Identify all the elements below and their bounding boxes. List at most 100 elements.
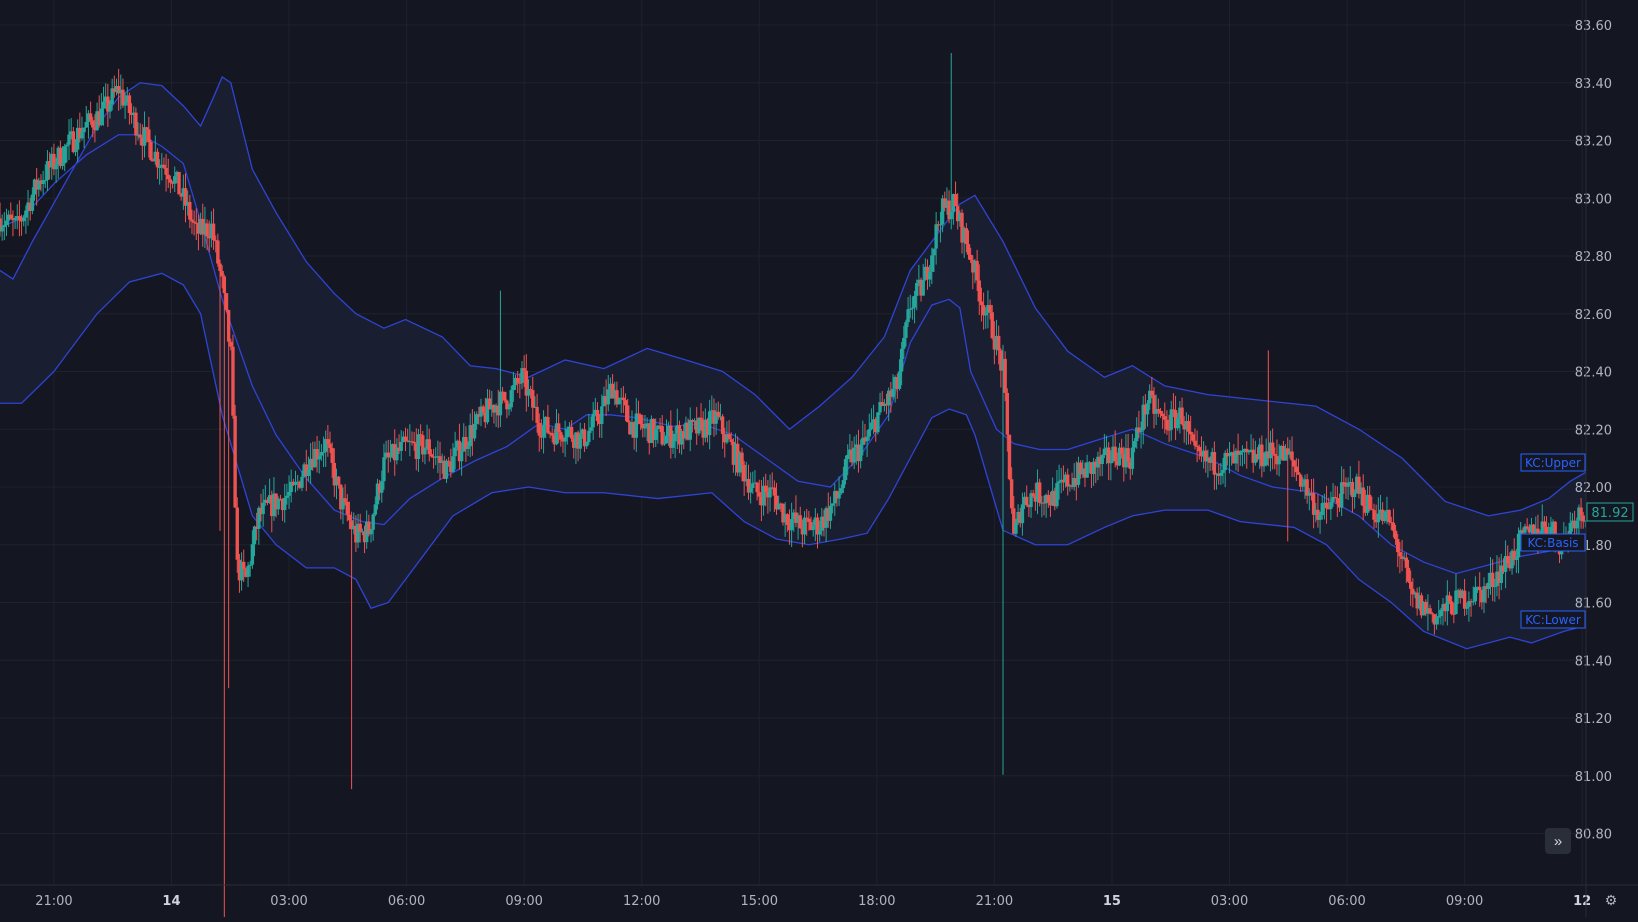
candle-body (649, 418, 654, 443)
candle-body (981, 305, 986, 316)
candle-body (908, 308, 912, 310)
candle-body (352, 525, 356, 530)
candle-body (1428, 608, 1432, 614)
candle-body (1523, 526, 1527, 533)
candle-body (121, 89, 125, 106)
candle-body (1424, 601, 1428, 614)
candle-body (1044, 494, 1048, 504)
candle-body (1441, 604, 1445, 610)
candle-body (1408, 581, 1413, 589)
candle-body (1350, 482, 1355, 497)
candle-body (1275, 455, 1279, 465)
candle-body (671, 441, 675, 448)
y-tick-label: 83.60 (1575, 19, 1612, 34)
candle-body (572, 438, 576, 448)
candle-body (1234, 450, 1238, 464)
candle-body (809, 522, 813, 530)
candle-body (1484, 586, 1488, 590)
candle-body (390, 444, 395, 457)
candle-body (774, 495, 779, 510)
candle-body (1262, 465, 1266, 467)
candle-body (1396, 539, 1400, 553)
candle-body (1091, 461, 1096, 474)
candle-body (602, 396, 606, 407)
candle-body (382, 457, 386, 482)
candle-body (399, 441, 403, 451)
candle-body (552, 435, 557, 445)
candle-body (326, 439, 330, 444)
candle-body (384, 452, 388, 458)
candle-body (37, 180, 41, 190)
candle-body (673, 433, 677, 442)
candle-body (1001, 358, 1005, 371)
candle-body (738, 452, 742, 473)
candle-body (962, 228, 966, 243)
candle-body (1575, 520, 1579, 529)
candle-body (201, 218, 205, 235)
candle-body (843, 459, 848, 481)
candle-body (1458, 590, 1462, 599)
candle-body (1314, 509, 1318, 515)
candle-body (932, 248, 936, 256)
candle-body (1391, 522, 1396, 531)
candle-body (1158, 410, 1163, 414)
candle-body (34, 179, 39, 190)
candle-body (369, 529, 373, 535)
candle-body (1475, 586, 1480, 588)
candle-body (1217, 473, 1221, 476)
scroll-to-realtime-button[interactable]: » (1545, 828, 1571, 854)
candle-body (1460, 590, 1465, 599)
candle-body (442, 460, 447, 479)
candle-body (170, 182, 175, 184)
candle-body (597, 421, 602, 424)
candle-body (822, 516, 826, 528)
candle-body (1154, 409, 1158, 414)
candle-body (861, 437, 865, 445)
candle-body (1525, 526, 1529, 529)
candle-body (779, 503, 783, 505)
candle-body (688, 420, 692, 440)
candle-body (401, 436, 406, 442)
candle-body (714, 411, 718, 424)
candle-body (436, 456, 440, 458)
candle-body (1478, 586, 1482, 591)
candle-body (1447, 595, 1452, 602)
candle-body (1225, 453, 1230, 457)
candle-body (1296, 472, 1301, 475)
candle-body (1102, 448, 1107, 456)
candle-body (125, 95, 129, 103)
candle-body (252, 526, 257, 545)
candle-body (509, 390, 513, 408)
candle-body (440, 460, 444, 463)
chart-settings-button[interactable]: ⚙ (1601, 890, 1621, 910)
candle-body (127, 95, 132, 114)
candle-body (1363, 505, 1368, 513)
candle-body (386, 452, 390, 458)
candle-body (1346, 482, 1350, 487)
candle-body (58, 147, 63, 166)
candle-body (371, 514, 375, 530)
candle-body (485, 398, 490, 423)
candle-body (1521, 530, 1525, 533)
candle-body (1480, 590, 1484, 603)
candle-body (587, 430, 591, 443)
candle-body (1119, 447, 1124, 454)
candle-body (1344, 484, 1348, 487)
candle-body (1404, 557, 1409, 568)
candle-body (1437, 616, 1441, 618)
candle-body (216, 240, 220, 264)
candle-body (1292, 460, 1296, 467)
candle-body (1178, 407, 1182, 419)
candle-body (1113, 446, 1117, 462)
candle-body (677, 425, 682, 445)
double-chevron-right-icon: » (1553, 832, 1563, 850)
candle-body (1089, 462, 1094, 474)
candle-body (824, 508, 828, 528)
candle-body (792, 512, 796, 520)
candle-body (1572, 520, 1577, 529)
candle-body (1257, 444, 1262, 460)
candle-body (994, 335, 999, 350)
candle-body (1247, 450, 1251, 453)
